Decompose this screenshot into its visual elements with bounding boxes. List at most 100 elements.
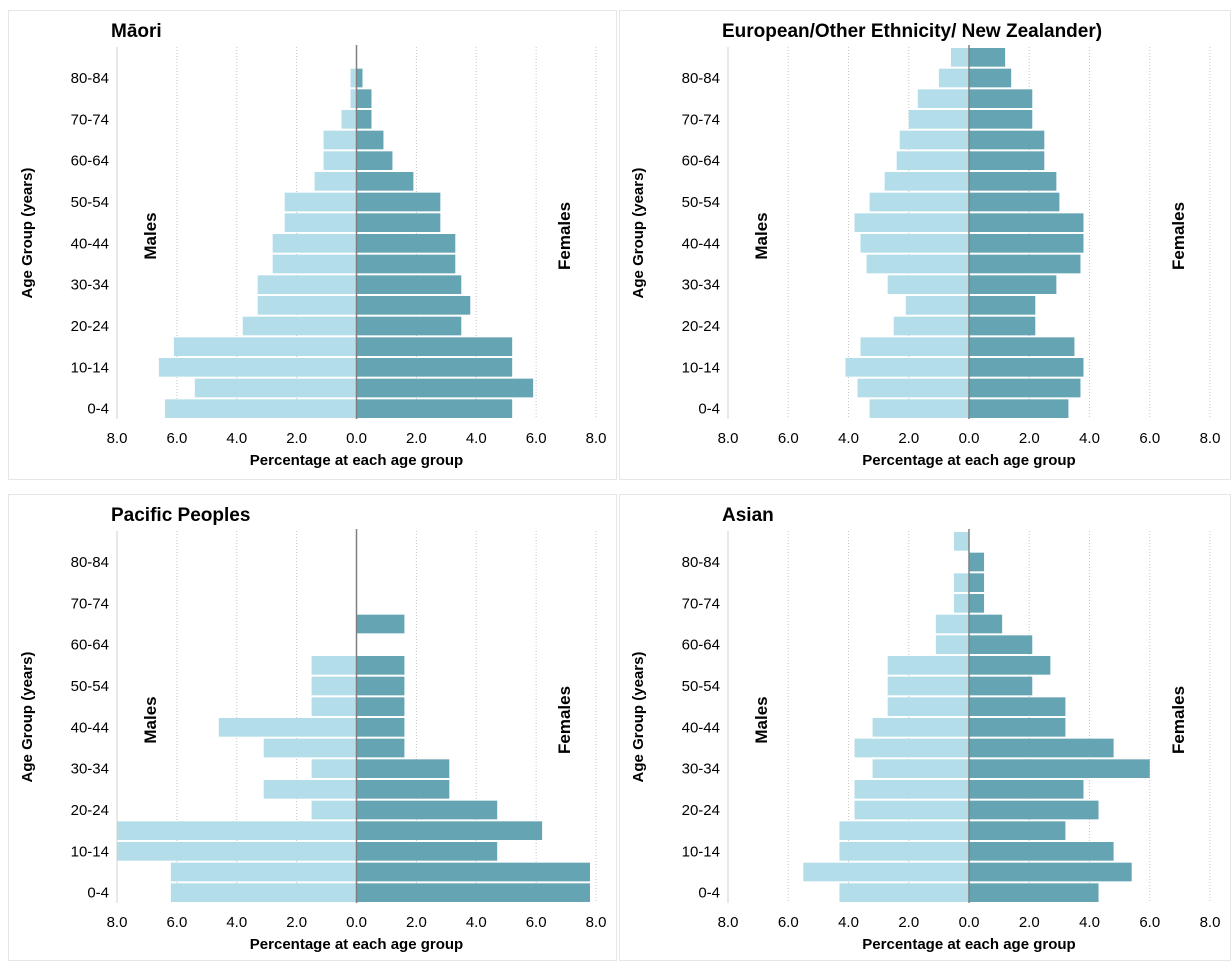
male-bar-35-39 (263, 738, 357, 758)
male-bar-25-29 (263, 780, 357, 799)
female-bar-30-34 (969, 759, 1150, 778)
y-tick-label: 20-24 (71, 802, 109, 819)
male-bar-30-34 (311, 759, 357, 778)
male-bar-10-14 (839, 842, 969, 861)
male-bar-35-39 (866, 254, 969, 274)
female-bar-25-29 (969, 296, 1036, 315)
male-bar-80-84 (938, 68, 969, 88)
x-tick-label: 2.0 (898, 914, 919, 931)
female-bar-80-84 (969, 552, 985, 572)
females-label: Females (1169, 202, 1188, 270)
female-bar-15-19 (969, 337, 1075, 356)
female-bar-5-9 (356, 378, 534, 398)
female-bar-50-54 (356, 192, 441, 212)
x-axis-label: Percentage at each age group (862, 936, 1075, 953)
female-bar-75-79 (969, 89, 1033, 108)
female-bar-20-24 (356, 800, 498, 820)
female-bar-40-44 (356, 234, 456, 253)
male-bar-15-19 (117, 821, 357, 840)
female-bar-15-19 (969, 821, 1066, 840)
female-bar-85+ (969, 48, 1006, 67)
x-tick-label: 4.0 (1079, 914, 1100, 931)
male-bar-85+ (950, 48, 969, 67)
males-label: Males (752, 212, 771, 259)
female-bar-25-29 (356, 296, 471, 315)
y-tick-label: 70-74 (71, 595, 109, 612)
female-bar-20-24 (969, 316, 1036, 336)
y-tick-label: 60-64 (71, 153, 109, 170)
x-tick-label: 4.0 (1079, 430, 1100, 447)
y-tick-label: 30-34 (682, 761, 720, 778)
male-bar-20-24 (893, 316, 969, 336)
y-tick-label: 40-44 (71, 719, 109, 736)
x-tick-label: 2.0 (406, 430, 427, 447)
male-bar-40-44 (860, 234, 969, 253)
male-bar-60-64 (323, 151, 357, 170)
x-tick-label: 2.0 (286, 430, 307, 447)
male-bar-35-39 (854, 738, 969, 758)
x-tick-label: 4.0 (226, 914, 247, 931)
female-bar-0-4 (356, 399, 513, 418)
female-bar-50-54 (969, 192, 1060, 212)
male-bar-60-64 (935, 635, 969, 654)
males-label: Males (752, 696, 771, 743)
male-bar-70-74 (341, 110, 357, 129)
male-bar-30-34 (257, 275, 357, 294)
x-axis-label: Percentage at each age group (250, 936, 463, 953)
male-bar-50-54 (887, 676, 969, 696)
female-bar-20-24 (969, 800, 1099, 820)
x-tick-label: 8.0 (586, 914, 607, 931)
chart-european: European/Other Ethnicity/ New Zealander)… (619, 10, 1231, 480)
female-bar-45-49 (969, 213, 1084, 232)
x-tick-label: 6.0 (778, 430, 799, 447)
female-bar-35-39 (969, 254, 1081, 274)
male-bar-40-44 (272, 234, 357, 253)
female-bar-65-69 (969, 614, 1003, 634)
female-bar-35-39 (969, 738, 1114, 758)
male-bar-20-24 (242, 316, 357, 336)
female-bar-50-54 (356, 676, 405, 696)
male-bar-55-59 (887, 656, 969, 675)
y-tick-label: 0-4 (87, 401, 109, 418)
x-tick-label: 0.0 (346, 430, 367, 447)
male-bar-70-74 (953, 594, 969, 613)
y-axis-label: Age Group (years) (630, 652, 647, 783)
y-tick-label: 80-84 (682, 70, 720, 87)
male-bar-30-34 (887, 275, 969, 294)
male-bar-40-44 (218, 718, 357, 737)
female-bar-45-49 (356, 213, 441, 232)
y-tick-label: 80-84 (71, 70, 109, 87)
chart-title: Māori (111, 21, 162, 42)
male-bar-25-29 (905, 296, 969, 315)
female-bar-10-14 (969, 842, 1114, 861)
male-bar-5-9 (170, 862, 357, 882)
male-bar-25-29 (854, 780, 969, 799)
male-bar-55-59 (884, 172, 969, 191)
chart-title: Asian (722, 505, 774, 526)
female-bar-55-59 (969, 172, 1057, 191)
female-bar-5-9 (969, 862, 1132, 882)
male-bar-50-54 (311, 676, 357, 696)
y-tick-label: 70-74 (682, 111, 720, 128)
x-tick-label: 6.0 (1139, 914, 1160, 931)
female-bar-5-9 (969, 378, 1081, 398)
y-axis-label: Age Group (years) (19, 168, 36, 299)
x-tick-label: 8.0 (107, 430, 128, 447)
y-tick-label: 80-84 (682, 554, 720, 571)
y-tick-label: 10-14 (682, 843, 720, 860)
x-axis-label: Percentage at each age group (250, 452, 463, 469)
female-bar-60-64 (969, 635, 1033, 654)
female-bar-70-74 (356, 110, 372, 129)
x-tick-label: 6.0 (166, 430, 187, 447)
y-tick-label: 30-34 (682, 277, 720, 294)
males-label: Males (141, 696, 160, 743)
y-tick-label: 10-14 (71, 359, 109, 376)
male-bar-85+ (953, 532, 969, 551)
y-tick-label: 10-14 (682, 359, 720, 376)
y-tick-label: 70-74 (71, 111, 109, 128)
x-tick-label: 2.0 (286, 914, 307, 931)
chart-title: Pacific Peoples (111, 505, 250, 526)
female-bar-25-29 (969, 780, 1084, 799)
male-bar-0-4 (869, 399, 969, 418)
female-bar-65-69 (969, 130, 1045, 150)
